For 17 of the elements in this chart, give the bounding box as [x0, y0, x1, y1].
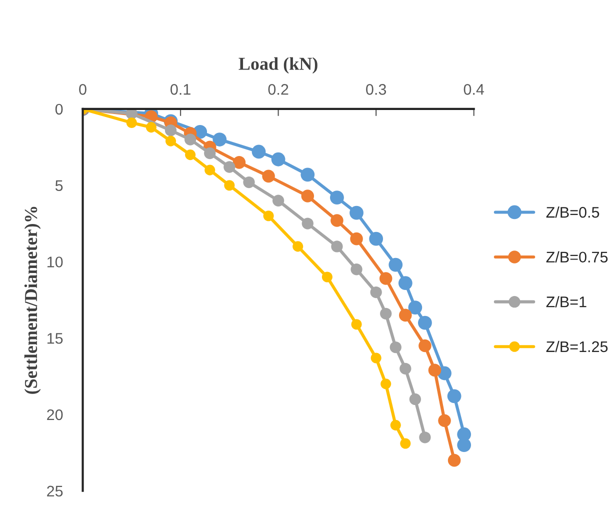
y-axis-title: (Settlement/Diameter)% [24, 206, 41, 394]
y-tick-label: 0 [55, 104, 63, 115]
y-tick-label: 5 [55, 180, 63, 192]
y-tick-label: 20 [47, 409, 63, 420]
legend-label: Z/B=1.25 [546, 340, 608, 352]
y-tick-label: 15 [47, 333, 63, 344]
y-tick-label: 25 [47, 486, 63, 497]
x-tick-label: 0 [79, 84, 86, 95]
x-tick-label: 0.3 [366, 84, 386, 95]
legend-label: Z/B=1 [546, 296, 586, 308]
x-axis-title: Load (kN) [238, 57, 318, 74]
y-tick-label: 10 [47, 256, 63, 268]
x-tick-label: 0.2 [268, 84, 288, 95]
x-tick-label: 0.1 [170, 84, 190, 95]
legend-label: Z/B=0.5 [546, 206, 600, 218]
legend-label: Z/B=0.75 [546, 251, 608, 263]
x-tick-label: 0.4 [464, 84, 484, 95]
